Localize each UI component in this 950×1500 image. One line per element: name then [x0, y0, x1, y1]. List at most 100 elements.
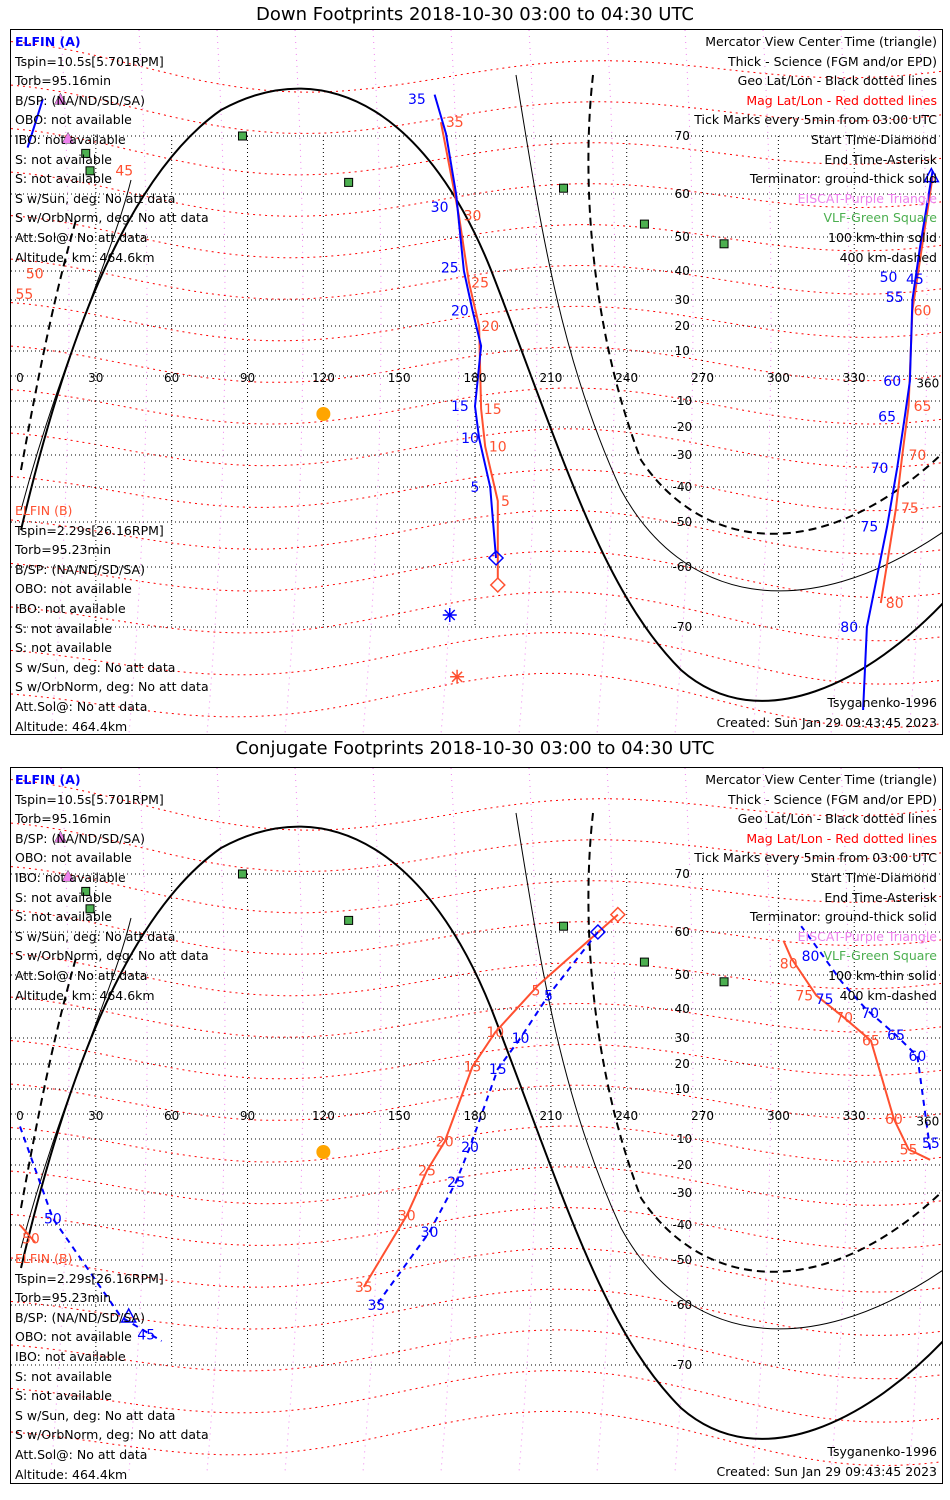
legend-item: Geo Lat/Lon - Black dotted lines [737, 73, 937, 89]
mag-lat-line [11, 1166, 942, 1206]
elfin-a-tick-label: 55 [886, 290, 904, 306]
lat-label: 50 [675, 968, 690, 982]
lat-label: -10 [672, 1132, 692, 1146]
lon-label: 60 [164, 371, 179, 385]
sun-icon [316, 1145, 331, 1159]
lat-label: 40 [675, 264, 690, 278]
mag-lat-line [11, 632, 942, 685]
elfin-a-tick-label: 15 [451, 399, 469, 415]
lon-label: 30 [88, 371, 103, 385]
elfin-b-track [439, 122, 499, 579]
lat-label: -20 [672, 420, 692, 434]
lon-label: 90 [240, 371, 255, 385]
terminator-ground [20, 87, 942, 702]
elfin-b-info-line: OBO: not available [15, 581, 132, 597]
elfin-a-tick-label: 70 [861, 1006, 879, 1022]
elfin-a-tick-label: 50 [44, 1212, 62, 1228]
elfin-b-track [782, 940, 931, 1161]
elfin-b-tick-label: 10 [489, 440, 507, 456]
elfin-b-lines: Tspin=2.29s[26.16RPM] Torb=95.23min B/SP: … [15, 521, 209, 734]
elfin-a-info-line: Att.Sol@: No att data [15, 229, 148, 245]
elfin-a-info-line: S: not available [15, 151, 112, 167]
mag-lat-line [11, 1125, 942, 1163]
legend: Mercator View Center Time (triangle) Thic… [694, 770, 937, 1005]
legend-item: Tick Marks every 5min from 03:00 UTC [694, 850, 937, 866]
elfin-a-tick-label: 80 [840, 620, 858, 636]
legend: Mercator View Center Time (triangle) Thic… [694, 32, 937, 267]
elfin-b-tick-label: 80 [886, 596, 904, 612]
elfin-b-info-line: Altitude: 464.4km [15, 1466, 128, 1482]
eiscat-triangle [61, 869, 75, 882]
elfin-b-tick-label: 50 [26, 267, 44, 283]
elfin-a-tick-label: 20 [461, 1140, 479, 1156]
elfin-b-tick-label: 10 [486, 1025, 504, 1041]
center-time-triangle [923, 167, 940, 183]
lon-label: 30 [88, 1109, 103, 1123]
elfin-a-tick-label: 65 [878, 410, 896, 426]
elfin-a-tick-label: 50 [880, 270, 898, 286]
mag-lat-line [11, 345, 942, 383]
lon-label: 300 [767, 371, 790, 385]
vlf-station-square [237, 869, 247, 879]
elfin-b-info-line: S: not available [15, 640, 112, 656]
down-footprints-map: 0 30 60 90 120 150 180 210 240 270 300 330 360 70 60 50… [10, 29, 943, 735]
lon-label: 360 [916, 1115, 939, 1129]
mag-lat-line [11, 428, 942, 468]
elfin-b-tick-label: 75 [901, 501, 919, 517]
elfin-b-track [362, 913, 619, 1288]
elfin-b-track [879, 176, 934, 604]
mag-lat-line [11, 1329, 942, 1380]
elfin-b-info-line: S w/OrbNorm, deg: No att data [15, 1427, 209, 1443]
elfin-b-tick-label: 25 [471, 276, 489, 292]
elfin-a-lines: Tspin=10.5s[5.701RPM] Torb=95.16min B/SP: … [15, 52, 209, 268]
elfin-a-lines: Tspin=10.5s[5.701RPM] Torb=95.16min B/SP: … [15, 790, 209, 1006]
lon-label: 300 [767, 1109, 790, 1123]
elfin-b-tick-label: 50 [22, 1231, 40, 1247]
elfin-b-tick-label: 15 [464, 1060, 482, 1076]
legend-item: Mercator View Center Time (triangle) [705, 34, 937, 49]
elfin-a-start-diamond [589, 923, 606, 941]
elfin-b-tick-label: 25 [418, 1164, 436, 1180]
elfin-a-info-line: S: not available [15, 171, 112, 187]
elfin-b-info-line: Altitude: 464.4km [15, 718, 128, 734]
center-time-triangle [120, 1307, 137, 1323]
legend-item: 100 km-thin solid [828, 229, 937, 245]
elfin-b-end-asterisk [450, 669, 465, 684]
lon-label: 90 [240, 1109, 255, 1123]
elfin-a-info-line: S: not available [15, 909, 112, 925]
lat-label: -40 [672, 1218, 692, 1232]
legend-item: Terminator: ground-thick solid [749, 171, 937, 187]
elfin-b-tick-label: 65 [862, 1034, 880, 1050]
elfin-a-tick-label: 60 [908, 1049, 926, 1065]
elfin-b-info-line: Att.Sol@: No att data [15, 698, 148, 714]
terminator-100km [20, 74, 942, 592]
lat-label: -70 [672, 1358, 692, 1372]
lon-label: 180 [464, 1109, 487, 1123]
elfin-a-tick-label: 80 [802, 949, 820, 965]
vlf-station-square [639, 957, 649, 967]
elfin-b-info-line: S w/Sun, deg: No att data [15, 659, 176, 675]
created-label: Created: Sun Jan 29 09:43:45 2023 [716, 715, 937, 730]
elfin-a-info-line: Torb=95.16min [15, 73, 112, 89]
elfin-a-tick-label: 20 [451, 303, 469, 319]
lat-label: -10 [672, 394, 692, 408]
legend-item: 400 km-dashed [839, 987, 937, 1003]
elfin-a-tick-label: 25 [447, 1175, 465, 1191]
lat-label: 20 [675, 1057, 690, 1071]
elfin-b-tick-label: 55 [15, 287, 33, 303]
elfin-a-label: ELFIN (A) [15, 772, 81, 787]
legend-item: Thick - Science (FGM and/or EPD) [728, 791, 937, 807]
vlf-station-square [639, 219, 649, 229]
mag-lat-line [11, 909, 942, 955]
elfin-a-info-line: OBO: not available [15, 112, 132, 128]
elfin-b-start-diamond [489, 576, 506, 594]
elfin-a-info: ELFIN (A) Tspin=10.5s[5.701RPM] Torb=95.1… [15, 770, 209, 1005]
panel-1-title: Down Footprints 2018-10-30 03:00 to 04:3… [256, 4, 694, 25]
elfin-b-info-line: Tspin=2.29s[26.16RPM] [15, 1270, 164, 1286]
elfin-a-tick-label: 30 [431, 200, 449, 216]
panel-2-title: Conjugate Footprints 2018-10-30 03:00 to… [235, 738, 715, 759]
lat-label: 30 [675, 1031, 690, 1045]
elfin-a-tick-label: 30 [421, 1225, 439, 1241]
lat-label: 10 [675, 1082, 690, 1096]
elfin-a-track [433, 94, 497, 559]
